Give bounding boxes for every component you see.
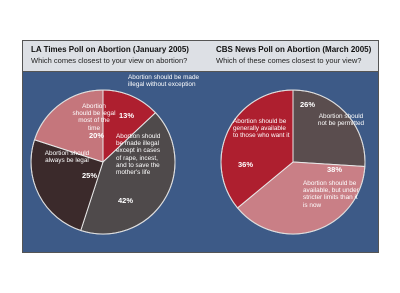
value-label: 36%: [238, 160, 254, 169]
value-label: 42%: [118, 196, 134, 205]
slice-label: Abortion should always be legal: [44, 150, 90, 165]
value-label: 25%: [82, 171, 98, 180]
slice-label: Abortion should be legal most of the tim…: [72, 103, 116, 132]
slice-label: Abortion should be generally available t…: [233, 118, 290, 140]
slice-label: Abortion should be available, but under …: [303, 180, 359, 209]
value-label: 38%: [327, 165, 343, 174]
slice-label: Abortion should be made illegal without …: [128, 74, 200, 89]
pie-outline: [220, 89, 366, 235]
chart-subtitle: Which comes closest to your view on abor…: [31, 56, 188, 65]
chart-subtitle: Which of these comes closest to your vie…: [216, 56, 362, 65]
panel-header: LA Times Poll on Abortion (January 2005)…: [23, 41, 378, 72]
slice-label: Abortion should not be permitted: [317, 113, 365, 128]
value-label: 20%: [89, 131, 105, 140]
chart-title: LA Times Poll on Abortion (January 2005): [31, 45, 189, 54]
pie-outline: [30, 89, 176, 235]
slice-label: Abortion should be made illegal except i…: [116, 133, 161, 177]
value-label: 13%: [119, 111, 135, 120]
chart-title: CBS News Poll on Abortion (March 2005): [216, 45, 372, 54]
value-label: 26%: [300, 100, 316, 109]
